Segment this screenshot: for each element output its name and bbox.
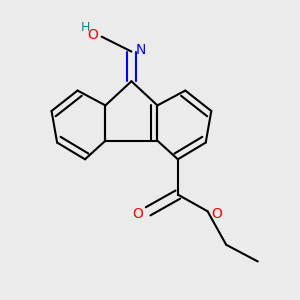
Text: N: N (136, 43, 146, 57)
Text: H: H (80, 21, 90, 34)
Text: O: O (132, 207, 143, 221)
Text: O: O (87, 28, 98, 42)
Text: O: O (212, 207, 222, 221)
